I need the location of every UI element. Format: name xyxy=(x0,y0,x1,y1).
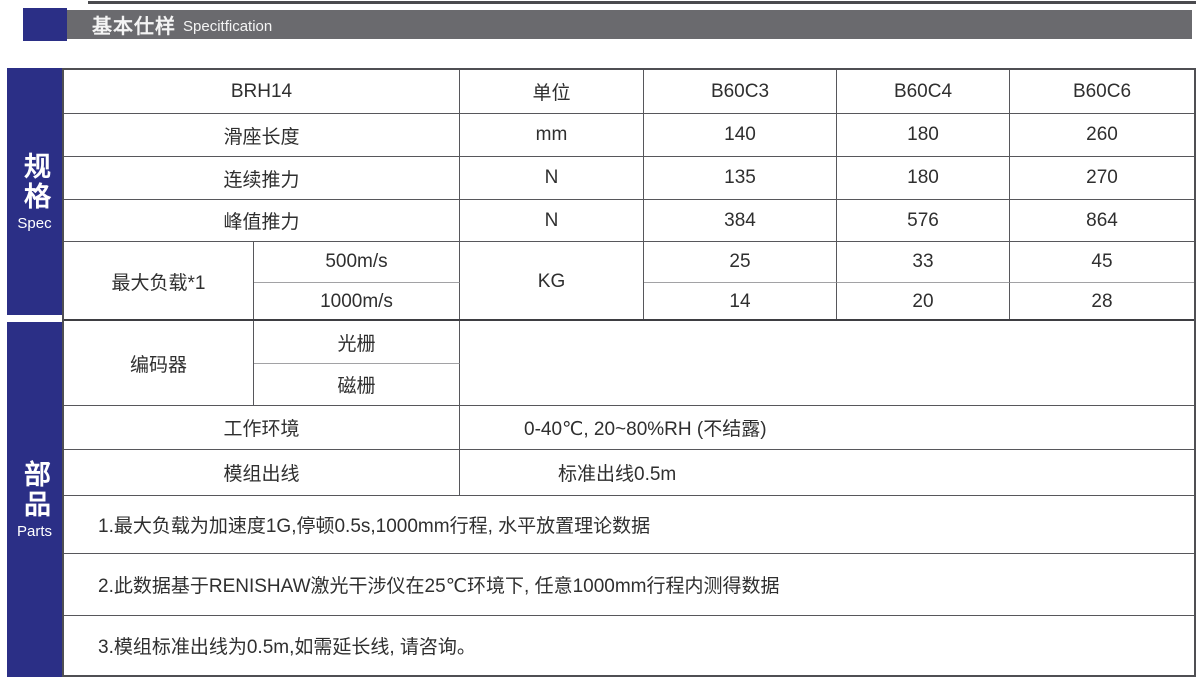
sidebar-spec-label-zh: 规格 xyxy=(20,151,50,212)
value-cell: 140 xyxy=(644,114,837,157)
value-cell: 864 xyxy=(1010,200,1194,242)
column-header-b60c3: B60C3 xyxy=(644,70,837,114)
encoder-empty-cell xyxy=(460,321,1194,406)
sidebar-parts-label-en: Parts xyxy=(16,522,52,540)
spec-table: BRH14 单位 B60C3 B60C4 B60C6 滑座长度 mm 140 1… xyxy=(62,68,1196,677)
unit-cell: mm xyxy=(460,114,644,157)
sub-label-500ms: 500m/s xyxy=(254,242,460,283)
value-cell: 33 xyxy=(837,242,1010,283)
row-label-max-load: 最大负载*1 xyxy=(64,242,254,321)
sidebar-spec: 规格 Spec xyxy=(7,68,62,315)
value-cell: 384 xyxy=(644,200,837,242)
value-cell: 135 xyxy=(644,157,837,200)
sub-label-1000ms: 1000m/s xyxy=(254,283,460,321)
value-cell: 260 xyxy=(1010,114,1194,157)
section-divider-line xyxy=(64,319,1194,321)
row-label-continuous-thrust: 连续推力 xyxy=(64,157,460,200)
note-row-2: 2.此数据基于RENISHAW激光干涉仪在25℃环境下, 任意1000mm行程内… xyxy=(64,554,1194,616)
row-label-slide-length: 滑座长度 xyxy=(64,114,460,157)
column-header-b60c4: B60C4 xyxy=(837,70,1010,114)
value-cell: 14 xyxy=(644,283,837,321)
note-row-1: 1.最大负载为加速度1G,停顿0.5s,1000mm行程, 水平放置理论数据 xyxy=(64,496,1194,554)
value-cell: 180 xyxy=(837,114,1010,157)
value-cell: 25 xyxy=(644,242,837,283)
value-cell: 28 xyxy=(1091,291,1113,312)
sidebar-parts-label-zh: 部品 xyxy=(20,459,50,520)
environment-value-cell: 0-40℃, 20~80%RH (不结露) xyxy=(460,406,1194,450)
row-label-environment: 工作环境 xyxy=(64,406,460,450)
unit-cell-kg: KG xyxy=(460,242,644,321)
value-cell: 180 xyxy=(837,157,1010,200)
row-label-cable: 模组出线 xyxy=(64,450,460,496)
sidebar-parts: 部品 Parts xyxy=(7,322,62,677)
accent-blue-block xyxy=(23,8,67,41)
sub-label-optical-grating: 光栅 xyxy=(254,321,460,364)
note-row-3: 3.模组标准出线为0.5m,如需延长线, 请咨询。 xyxy=(98,637,476,658)
unit-header-cell: 单位 xyxy=(460,70,644,114)
row-label-encoder: 编码器 xyxy=(64,321,254,406)
model-header-cell: BRH14 xyxy=(64,70,460,114)
cable-value-cell: 标准出线0.5m xyxy=(460,450,1194,496)
top-divider-line xyxy=(88,1,1196,4)
value-cell: 270 xyxy=(1010,157,1194,200)
value-cell: 45 xyxy=(1010,242,1194,283)
section-title-en: Specitfication xyxy=(183,17,273,35)
value-cell: 576 xyxy=(837,200,1010,242)
unit-cell: N xyxy=(460,200,644,242)
row-label-peak-thrust: 峰值推力 xyxy=(64,200,460,242)
value-cell: 20 xyxy=(837,283,1010,321)
section-title-zh: 基本仕样 xyxy=(92,16,176,38)
unit-cell: N xyxy=(460,157,644,200)
section-header-bar: 基本仕样 Specitfication xyxy=(67,10,1192,39)
column-header-b60c6: B60C6 xyxy=(1010,70,1194,114)
sub-label-magnetic-grating: 磁栅 xyxy=(254,364,460,406)
sidebar-spec-label-en: Spec xyxy=(17,214,52,232)
